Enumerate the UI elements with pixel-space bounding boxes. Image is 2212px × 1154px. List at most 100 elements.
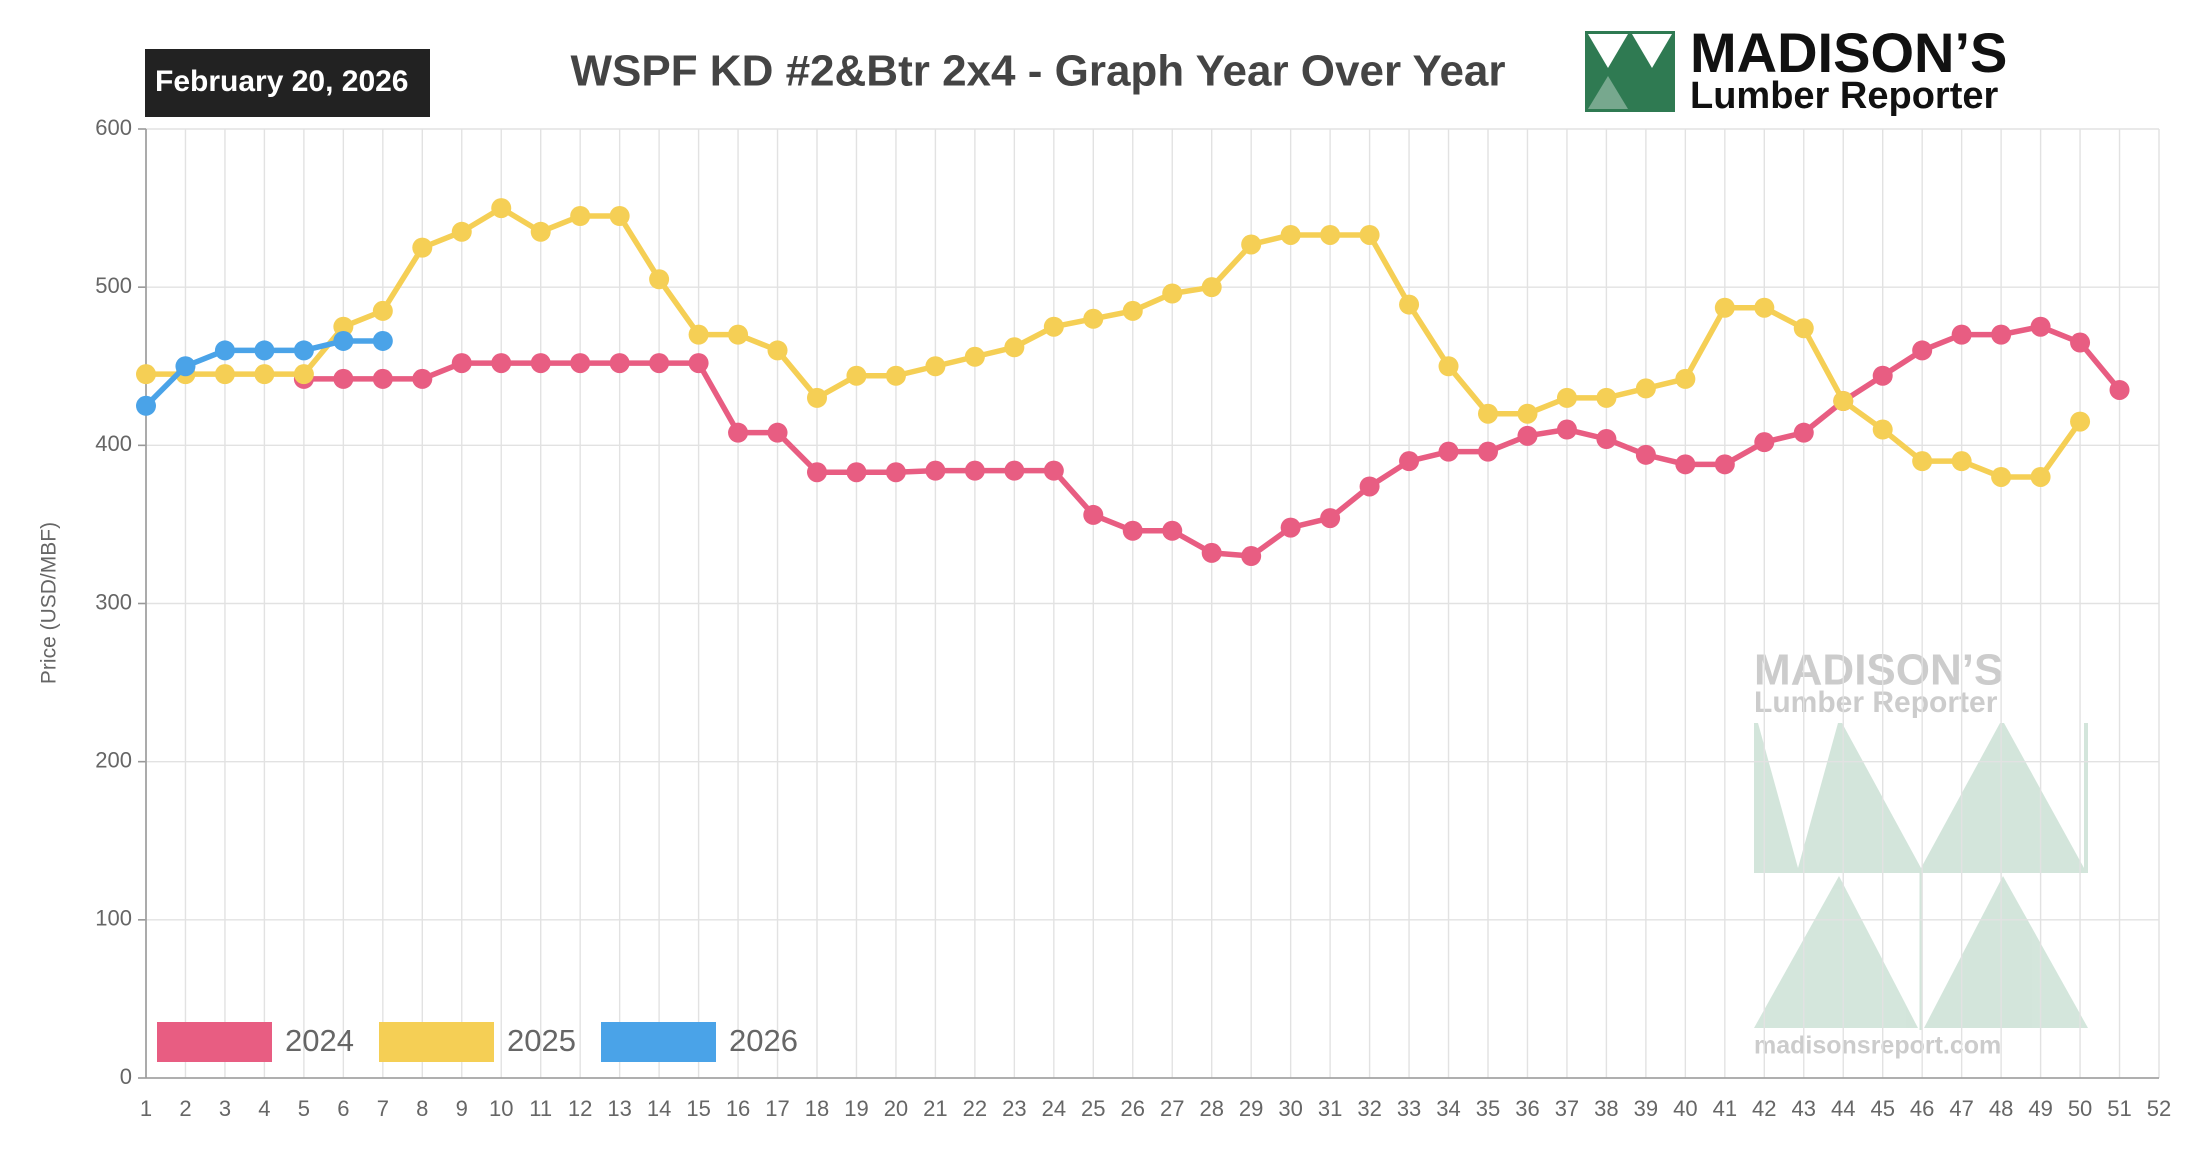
data-point	[1951, 324, 1972, 345]
data-point	[1359, 224, 1380, 245]
data-point	[136, 395, 156, 416]
data-point	[964, 460, 985, 481]
x-tick-label: 10	[489, 1096, 513, 1121]
x-tick-label: 26	[1121, 1096, 1145, 1121]
data-point	[254, 340, 275, 361]
x-tick-label: 15	[686, 1096, 710, 1121]
x-tick-label: 39	[1634, 1096, 1658, 1121]
x-tick-label: 13	[607, 1096, 631, 1121]
data-point	[451, 353, 472, 374]
data-point	[530, 353, 551, 374]
data-point	[1241, 234, 1262, 255]
data-point	[1083, 504, 1104, 525]
data-point	[688, 324, 709, 345]
x-tick-label: 24	[1042, 1096, 1066, 1121]
data-point	[412, 368, 433, 389]
x-tick-label: 31	[1318, 1096, 1342, 1121]
data-point	[767, 422, 788, 443]
data-point	[175, 356, 196, 377]
data-point	[1004, 337, 1025, 358]
data-point	[1004, 460, 1025, 481]
data-point	[1438, 356, 1459, 377]
data-point	[254, 364, 275, 385]
data-point	[1556, 387, 1577, 408]
data-point	[1754, 297, 1775, 318]
data-point	[1399, 451, 1420, 472]
data-point	[1635, 378, 1656, 399]
data-point	[1872, 419, 1893, 440]
y-axis-label: Price (USD/MBF)	[38, 522, 61, 684]
x-tick-label: 50	[2068, 1096, 2092, 1121]
x-tick-label: 19	[844, 1096, 868, 1121]
x-tick-label: 51	[2107, 1096, 2131, 1121]
data-point	[2070, 332, 2091, 353]
data-point	[807, 462, 827, 483]
data-point	[1556, 419, 1577, 440]
data-point	[885, 462, 906, 483]
data-point	[1122, 520, 1143, 541]
data-point	[1083, 308, 1104, 329]
data-point	[1043, 460, 1064, 481]
data-point	[609, 353, 630, 374]
x-tick-label: 6	[337, 1096, 349, 1121]
data-point	[2030, 466, 2051, 487]
data-point	[333, 368, 354, 389]
data-point	[1991, 324, 2012, 345]
x-tick-label: 42	[1752, 1096, 1776, 1121]
data-point	[293, 340, 314, 361]
data-point	[1162, 283, 1183, 304]
data-point	[1912, 340, 1933, 361]
data-point	[728, 324, 749, 345]
data-point	[885, 365, 906, 386]
data-point	[2109, 379, 2130, 400]
data-point	[1280, 224, 1301, 245]
data-point	[1359, 476, 1380, 497]
y-tick-label: 600	[95, 115, 132, 140]
data-point	[649, 269, 670, 290]
data-point	[1241, 546, 1262, 567]
data-point	[372, 368, 393, 389]
logo-brand: MADISON’S	[1690, 21, 2007, 84]
data-point	[570, 205, 591, 226]
y-tick-label: 0	[120, 1064, 132, 1089]
x-tick-label: 27	[1160, 1096, 1184, 1121]
data-point	[1517, 425, 1538, 446]
x-tick-label: 3	[219, 1096, 231, 1121]
data-point	[214, 364, 235, 385]
x-tick-label: 16	[726, 1096, 750, 1121]
x-tick-label: 34	[1436, 1096, 1460, 1121]
y-tick-label: 400	[95, 431, 132, 456]
data-point	[649, 353, 670, 374]
watermark-sub: Lumber Reporter	[1754, 686, 1998, 719]
y-tick-label: 300	[95, 589, 132, 614]
data-point	[846, 462, 867, 483]
legend-label: 2024	[285, 1023, 354, 1058]
x-tick-label: 5	[298, 1096, 310, 1121]
data-point	[1399, 294, 1420, 315]
legend-swatch	[601, 1022, 716, 1062]
data-point	[1991, 466, 2012, 487]
x-tick-label: 37	[1555, 1096, 1579, 1121]
data-point	[1517, 403, 1538, 424]
data-point	[570, 353, 591, 374]
data-point	[1596, 387, 1617, 408]
data-point	[451, 221, 472, 242]
data-point	[1714, 454, 1735, 475]
data-point	[2070, 411, 2091, 432]
x-tick-label: 29	[1239, 1096, 1263, 1121]
data-point	[728, 422, 749, 443]
logo-mark	[1585, 31, 1675, 112]
data-point	[1320, 508, 1341, 529]
data-point	[1122, 300, 1143, 321]
x-tick-label: 12	[568, 1096, 592, 1121]
data-point	[1635, 444, 1656, 465]
x-tick-label: 46	[1910, 1096, 1934, 1121]
y-tick-label: 500	[95, 273, 132, 298]
data-point	[964, 346, 985, 367]
x-tick-label: 36	[1515, 1096, 1539, 1121]
data-point	[688, 353, 709, 374]
x-tick-label: 7	[377, 1096, 389, 1121]
data-point	[1833, 391, 1854, 412]
x-tick-label: 33	[1397, 1096, 1421, 1121]
